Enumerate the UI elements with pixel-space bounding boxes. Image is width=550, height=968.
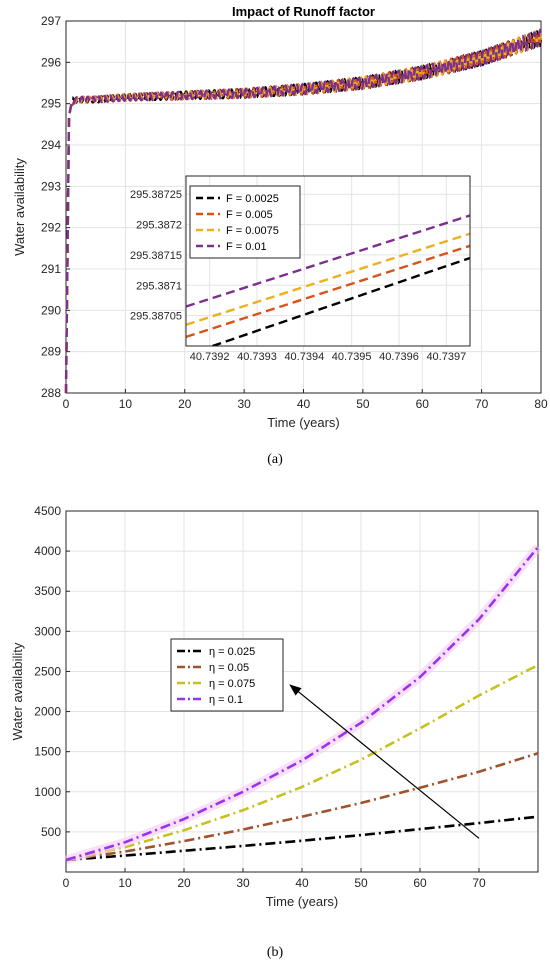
- y-axis-label: Water availability: [12, 158, 27, 256]
- legend-label: η = 0.05: [209, 662, 249, 674]
- annotation-arrow: [289, 684, 480, 839]
- y-tick-label: 2500: [34, 664, 61, 678]
- x-tick-label: 50: [356, 397, 370, 411]
- y-axis-label: Water availability: [10, 642, 25, 740]
- inset-x-tick-label: 40.7393: [237, 351, 277, 363]
- inset-x-tick-label: 40.7397: [426, 351, 466, 363]
- legend-label: η = 0.025: [209, 646, 255, 658]
- series-line: [65, 815, 539, 862]
- x-tick-label: 10: [118, 876, 132, 890]
- axes-frame: [65, 20, 542, 394]
- legend-label: F = 0.01: [226, 241, 267, 253]
- x-tick-label: 20: [178, 397, 192, 411]
- axes-frame: [65, 510, 539, 873]
- y-tick-label: 500: [41, 825, 61, 839]
- y-tick-label: 294: [41, 138, 61, 152]
- series-line: [65, 752, 539, 862]
- x-tick-label: 10: [119, 397, 133, 411]
- legend: F = 0.0025 F = 0.005 F = 0.0075 F = 0.01: [189, 185, 301, 259]
- y-tick-label: 3000: [34, 624, 61, 638]
- y-tick-label: 3500: [34, 584, 61, 598]
- legend: η = 0.025 η = 0.05 η = 0.075 η = 0.1: [170, 638, 284, 712]
- y-tick-label: 295: [41, 97, 61, 111]
- legend-label: F = 0.0075: [226, 225, 279, 237]
- inset-y-tick-label: 295.38705: [130, 311, 182, 323]
- inset-series-line: [208, 256, 470, 346]
- y-tick-label: 289: [41, 345, 61, 359]
- y-tick-label: 2000: [34, 705, 61, 719]
- x-tick-label: 40: [297, 397, 311, 411]
- series-line: [65, 663, 539, 862]
- chart-runoff-factor: 0 10 20 30 40 50 60 70 80 288 289 290 291 292 293 294 29…: [12, 4, 548, 430]
- y-tick-label: 292: [41, 221, 61, 235]
- caption-b: (b): [266, 945, 284, 960]
- chart-title: Impact of Runoff factor: [232, 4, 375, 19]
- chart-eta-factor: 0 10 20 30 40 50 60 70 500 1000 1500 2000 2500 3000 35…: [10, 504, 542, 909]
- x-axis-label: Time (years): [266, 894, 338, 909]
- inset-y-tick-label: 295.38725: [130, 189, 182, 201]
- series-line: [65, 546, 540, 862]
- y-tick-label: 288: [41, 386, 61, 400]
- inset-series-line: [186, 232, 470, 326]
- inset-y-tick-label: 295.3872: [136, 220, 182, 232]
- inset-series-line: [186, 244, 470, 339]
- y-tick-label: 4500: [34, 504, 61, 518]
- legend-label: η = 0.1: [209, 694, 243, 706]
- x-tick-label: 0: [63, 397, 70, 411]
- y-tick-label: 1500: [34, 745, 61, 759]
- series-line: [64, 28, 543, 394]
- inset-x-tick-label: 40.7394: [284, 351, 324, 363]
- x-tick-label: 70: [475, 397, 489, 411]
- inset-x-tick-label: 40.7395: [332, 351, 372, 363]
- legend-label: F = 0.005: [226, 209, 273, 221]
- x-tick-label: 60: [416, 397, 430, 411]
- inset-y-tick-label: 295.38715: [130, 250, 182, 262]
- y-tick-label: 293: [41, 179, 61, 193]
- caption-a: (a): [267, 452, 283, 467]
- inset-frame: [185, 175, 471, 347]
- y-tick-label: 4000: [34, 544, 61, 558]
- inset-chart: 40.7392 40.7393 40.7394 40.7395 40.7396 40.73…: [130, 175, 471, 363]
- x-axis-label: Time (years): [267, 415, 339, 430]
- x-tick-label: 50: [354, 876, 368, 890]
- inset-y-tick-label: 295.3871: [136, 280, 182, 292]
- inset-x-tick-label: 40.7392: [190, 351, 230, 363]
- x-tick-label: 30: [236, 876, 250, 890]
- y-tick-label: 290: [41, 303, 61, 317]
- legend-label: F = 0.0025: [226, 193, 279, 205]
- y-tick-label: 296: [41, 55, 61, 69]
- inset-x-tick-label: 40.7396: [379, 351, 419, 363]
- x-tick-label: 60: [413, 876, 427, 890]
- x-tick-label: 20: [177, 876, 191, 890]
- legend-label: η = 0.075: [209, 678, 255, 690]
- y-tick-label: 291: [41, 262, 61, 276]
- y-tick-label: 297: [41, 14, 61, 28]
- x-tick-label: 80: [534, 397, 548, 411]
- x-tick-label: 30: [237, 397, 251, 411]
- x-tick-label: 0: [63, 876, 70, 890]
- y-tick-label: 1000: [34, 785, 61, 799]
- x-tick-label: 40: [295, 876, 309, 890]
- inset-series-line: [186, 214, 470, 308]
- x-tick-label: 70: [472, 876, 486, 890]
